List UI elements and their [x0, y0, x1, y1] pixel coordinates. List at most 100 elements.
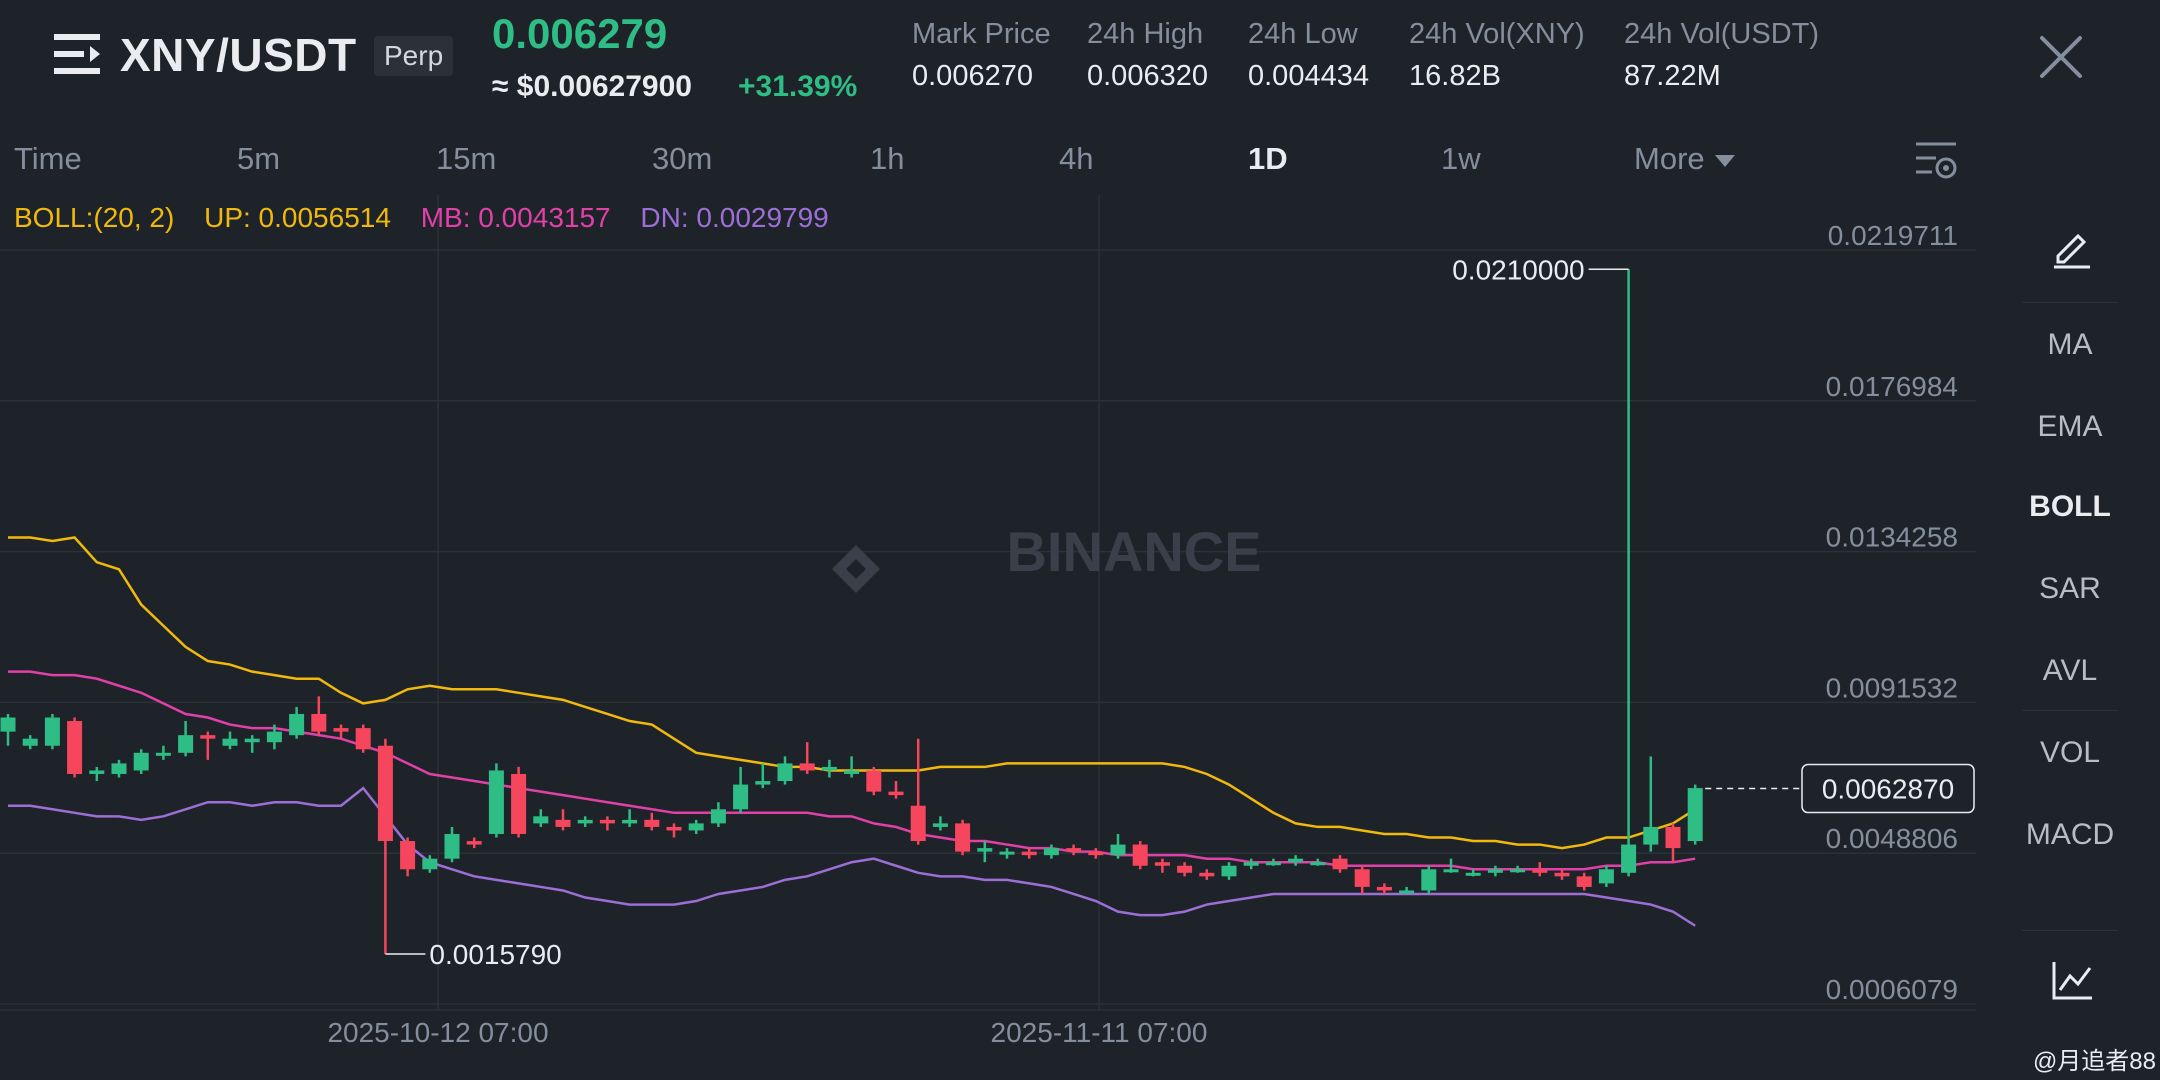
- tf-15m[interactable]: 15m: [436, 141, 497, 176]
- price-chart[interactable]: BINANCE 0.0219711 0.0176984 0.0134258 0.009…: [0, 195, 1976, 1080]
- candle-body: [999, 851, 1015, 855]
- candle-body: [1088, 851, 1104, 856]
- candles: [0, 269, 1703, 954]
- candle-body: [1665, 826, 1681, 849]
- candle-body: [1021, 851, 1037, 856]
- change-percent: +31.39%: [738, 70, 858, 103]
- candle-body: [155, 752, 171, 756]
- draw-pencil-icon[interactable]: [2050, 226, 2094, 270]
- candle-body: [89, 770, 105, 774]
- candle-body: [622, 819, 638, 824]
- y-axis: 0.0219711 0.0176984 0.0134258 0.0091532 0.00…: [1826, 220, 1958, 1005]
- boll-mb-value: MB: 0.0043157: [420, 202, 611, 233]
- mark-price-value: 0.006270: [912, 60, 1033, 92]
- mark-price-label: Mark Price: [912, 18, 1051, 50]
- y-tick-label: 0.0006079: [1826, 974, 1958, 1005]
- candle-body: [1554, 872, 1570, 877]
- candle-body: [1399, 890, 1415, 894]
- high-24h-value: 0.006320: [1087, 60, 1208, 92]
- candle-body: [599, 819, 615, 824]
- candle-body: [311, 713, 327, 732]
- candle-body: [1177, 865, 1193, 873]
- candle-body: [1465, 872, 1481, 876]
- candle-body: [111, 763, 127, 774]
- candle-body: [733, 784, 749, 810]
- tf-1h[interactable]: 1h: [870, 141, 905, 176]
- boll-dn-value: DN: 0.0029799: [640, 202, 829, 233]
- indicator-ema[interactable]: EMA: [2037, 410, 2103, 443]
- candle-body: [844, 770, 860, 774]
- candle-body: [1243, 862, 1259, 866]
- x-axis: 2025-10-12 07:00 2025-11-11 07:00: [327, 1017, 1207, 1048]
- candle-body: [1643, 826, 1659, 845]
- candle-body: [955, 823, 971, 852]
- candle-body: [821, 766, 837, 771]
- candle-body: [577, 819, 593, 824]
- chart-annotations: 0.0210000 0.0015790 0.0062870: [385, 254, 1975, 970]
- candle-body: [1310, 862, 1326, 866]
- low-24h-value: 0.004434: [1248, 60, 1369, 92]
- tf-5m[interactable]: 5m: [237, 141, 281, 176]
- candle-body: [644, 819, 660, 827]
- tf-1w[interactable]: 1w: [1441, 141, 1481, 176]
- candle-body: [1510, 869, 1526, 873]
- candle-body: [799, 763, 815, 771]
- indicator-macd[interactable]: MACD: [2025, 818, 2115, 851]
- binance-watermark: BINANCE: [1006, 520, 1261, 583]
- y-tick-label: 0.0091532: [1826, 672, 1958, 703]
- candle-body: [1354, 869, 1370, 887]
- close-icon[interactable]: [2038, 34, 2084, 80]
- last-price-box: [1801, 763, 1975, 814]
- candle-body: [1332, 858, 1348, 870]
- caret-down-icon: [1714, 154, 1735, 167]
- candle-body: [710, 809, 726, 824]
- candle-body: [400, 841, 416, 870]
- tf-1d[interactable]: 1D: [1248, 141, 1288, 176]
- symbol-title[interactable]: XNY/USDT: [120, 29, 357, 81]
- tf-more[interactable]: More: [1634, 141, 1735, 177]
- indicator-ma[interactable]: MA: [2047, 328, 2093, 361]
- y-tick-label: 0.0134258: [1826, 522, 1958, 553]
- candle-body: [555, 819, 571, 827]
- indicator-vol[interactable]: VOL: [2039, 736, 2101, 769]
- chart-settings-icon[interactable]: [1914, 138, 1958, 182]
- boll-params: BOLL:(20, 2): [14, 202, 175, 233]
- candle-body: [1288, 858, 1304, 863]
- min-price-label: 0.0015790: [429, 939, 561, 970]
- tf-4h[interactable]: 4h: [1059, 141, 1094, 176]
- side-divider: [2022, 302, 2118, 303]
- vol-base-24h-label: 24h Vol(XNY): [1409, 18, 1585, 50]
- tf-time[interactable]: Time: [14, 141, 82, 176]
- boll-lines: [8, 536, 1696, 927]
- candle-body: [755, 781, 771, 785]
- indicator-sar[interactable]: SAR: [2039, 572, 2101, 605]
- candle-body: [1376, 886, 1392, 891]
- indicator-boll[interactable]: BOLL: [2029, 490, 2111, 523]
- vol-quote-24h-value: 87.22M: [1624, 60, 1721, 92]
- max-price-label: 0.0210000: [1452, 254, 1584, 285]
- tf-30m[interactable]: 30m: [652, 141, 713, 176]
- chart-type-icon[interactable]: [2050, 958, 2094, 1002]
- vol-base-24h-value: 16.82B: [1409, 60, 1501, 92]
- candle-body: [932, 823, 948, 827]
- candle-body: [1043, 848, 1059, 856]
- menu-icon[interactable]: [54, 32, 100, 76]
- boll-dn-line: [8, 786, 1696, 927]
- candle-body: [1154, 862, 1170, 866]
- candle-body: [1687, 788, 1703, 842]
- candle-body: [511, 773, 527, 834]
- candle-body: [777, 763, 793, 782]
- candle-body: [1576, 876, 1592, 887]
- candle-body: [444, 833, 460, 859]
- candle-body: [977, 848, 993, 852]
- indicator-avl[interactable]: AVL: [2042, 654, 2098, 687]
- candle-body: [688, 823, 704, 831]
- candle-body: [1265, 862, 1281, 866]
- candle-body: [910, 805, 926, 842]
- side-divider: [2022, 710, 2118, 711]
- candle-body: [1598, 869, 1614, 884]
- chart-grid: [0, 195, 1976, 1011]
- high-24h-label: 24h High: [1087, 18, 1204, 50]
- last-price: 0.006279: [492, 10, 668, 57]
- x-tick-label: 2025-10-12 07:00: [327, 1017, 548, 1048]
